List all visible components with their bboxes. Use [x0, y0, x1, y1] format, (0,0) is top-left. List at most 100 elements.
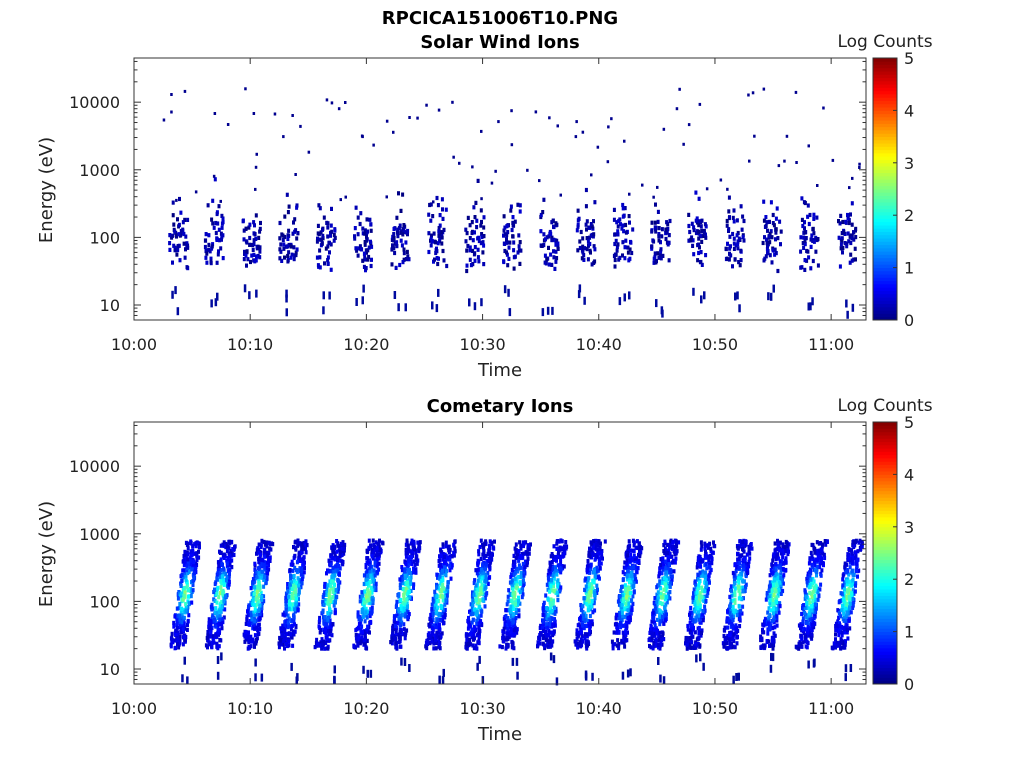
spectrogram-cell — [585, 247, 589, 252]
spectrogram-cell — [330, 101, 334, 105]
spectrogram-cell — [430, 607, 434, 612]
spectrogram-cell — [298, 550, 302, 555]
spectrogram-cell — [450, 565, 454, 570]
spectrogram-cell — [734, 292, 737, 301]
spectrogram-cell — [179, 229, 183, 234]
spectrogram-cell — [487, 548, 491, 553]
spectrogram-cell — [438, 236, 442, 241]
spectrogram-cell — [801, 223, 805, 229]
spectrogram-cell — [597, 575, 600, 580]
colorbar-segment — [873, 90, 897, 95]
spectrogram-cell — [278, 236, 282, 241]
spectrogram-cell — [481, 542, 484, 548]
spectrogram-cell — [657, 234, 661, 239]
spectrogram-cell — [666, 542, 670, 547]
spectrogram-cell — [255, 612, 259, 617]
spectrogram-cell — [441, 594, 445, 599]
colorbar-segment — [873, 123, 897, 128]
spectrogram-cell — [474, 597, 478, 602]
spectrogram-cell — [252, 252, 256, 257]
spectrogram-cell — [173, 646, 177, 651]
spectrogram-cell — [370, 244, 374, 249]
spectrogram-cell — [702, 233, 706, 238]
spectrogram-cell — [651, 646, 655, 651]
colorbar-segment — [873, 254, 897, 259]
spectrogram-cell — [629, 552, 633, 557]
spectrogram-cell — [732, 241, 736, 246]
spectrogram-cell — [392, 226, 396, 232]
spectrogram-cell — [206, 203, 210, 208]
spectrogram-cell — [373, 544, 376, 550]
spectrogram-cell — [660, 618, 664, 623]
spectrogram-cell — [621, 614, 625, 619]
spectrogram-cell — [502, 233, 505, 238]
spectrogram-cell — [216, 292, 219, 301]
spectrogram-cell — [627, 576, 631, 582]
spectrogram-cell — [186, 546, 190, 551]
spectrogram-cell — [626, 608, 630, 613]
spectrogram-cell — [330, 553, 334, 558]
spectrogram-cell — [769, 292, 773, 301]
spectrogram-cell — [293, 217, 297, 222]
spectrogram-cell — [330, 546, 334, 551]
spectrogram-cell — [477, 559, 481, 564]
spectrogram-cell — [169, 636, 173, 641]
spectrogram-cell — [176, 244, 180, 249]
spectrogram-cell — [221, 233, 225, 238]
spectrogram-cell — [584, 584, 588, 589]
spectrogram-cell — [365, 238, 369, 243]
spectrogram-cell — [334, 564, 338, 569]
spectrogram-cell — [299, 584, 303, 589]
spectrogram-cell — [290, 252, 294, 257]
spectrogram-cell — [588, 235, 592, 240]
spectrogram-cell — [627, 258, 631, 263]
spectrogram-cell — [850, 258, 854, 263]
spectrogram-cell — [185, 542, 189, 547]
spectrogram-cell — [623, 206, 627, 211]
spectrogram-cell — [290, 623, 294, 628]
spectrogram-cell — [354, 633, 358, 638]
spectrogram-cell — [333, 544, 337, 549]
spectrogram-cell — [512, 266, 516, 271]
spectrogram-cell — [650, 220, 654, 225]
spectrogram-cell — [675, 540, 679, 545]
spectrogram-cell — [727, 195, 731, 200]
spectrogram-cell — [585, 236, 589, 241]
spectrogram-cell — [283, 623, 287, 629]
spectrogram-cell — [216, 615, 220, 620]
spectrogram-cell — [548, 610, 552, 615]
spectrogram-cell — [616, 242, 620, 247]
spectrogram-cell — [257, 556, 261, 561]
spectrogram-cell — [360, 635, 364, 640]
spectrogram-cell — [544, 624, 548, 629]
spectrogram-cell — [433, 257, 436, 262]
spectrogram-cell — [219, 557, 223, 562]
spectrogram-cell — [618, 594, 622, 599]
spectrogram-cell — [597, 539, 601, 544]
spectrogram-cell — [439, 553, 443, 559]
spectrogram-cell — [625, 612, 629, 618]
spectrogram-cell — [366, 229, 370, 234]
spectrogram-cell — [549, 597, 553, 602]
spectrogram-cell — [249, 259, 252, 265]
spectrogram-cell — [553, 623, 557, 628]
spectrogram-cell — [592, 542, 595, 547]
spectrogram-cell — [751, 91, 755, 95]
spectrogram-cell — [278, 256, 282, 261]
spectrogram-cell — [497, 120, 500, 124]
spectrogram-cell — [738, 304, 741, 313]
spectrogram-cell — [697, 229, 701, 234]
spectrogram-cell — [344, 101, 347, 104]
spectrogram-cell — [179, 629, 183, 634]
spectrogram-cell — [294, 590, 298, 595]
spectrogram-cell — [430, 233, 433, 238]
spectrogram-cell — [216, 585, 220, 590]
colorbar-segment — [873, 300, 897, 305]
spectrogram-cell — [313, 645, 317, 650]
spectrogram-cell — [336, 557, 339, 562]
spectrogram-cell — [652, 644, 656, 649]
spectrogram-cell — [258, 249, 262, 254]
spectrogram-cell — [412, 541, 416, 546]
spectrogram-cell — [331, 589, 335, 594]
spectrogram-cell — [242, 228, 246, 233]
